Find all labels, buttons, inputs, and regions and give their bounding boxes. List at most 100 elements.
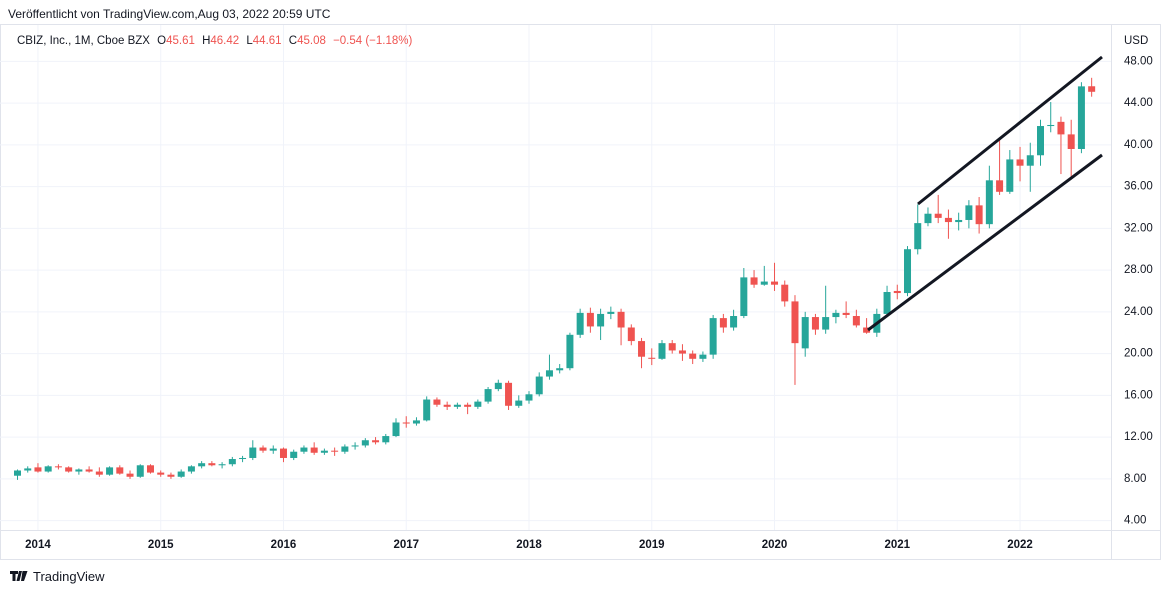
candle-body <box>218 464 226 466</box>
candle-body <box>372 440 380 443</box>
candle-body <box>75 469 83 472</box>
candle-body <box>515 400 523 406</box>
low-label: L <box>246 35 253 47</box>
candle-body <box>545 370 553 377</box>
logo <box>10 571 28 581</box>
candle-body <box>423 399 431 421</box>
candle-body <box>607 311 615 314</box>
candle-body <box>985 180 993 225</box>
candle-body <box>1047 124 1055 127</box>
candle-body <box>904 249 912 294</box>
candle-body <box>402 422 410 424</box>
candle-body <box>290 451 298 458</box>
candle-body <box>638 341 646 357</box>
candle-body <box>955 219 963 223</box>
candle-body <box>331 450 339 452</box>
candle-body <box>996 180 1004 192</box>
low-value: 44.61 <box>252 35 282 47</box>
candle-body <box>678 350 686 354</box>
trend-line-lower <box>867 153 1103 332</box>
candle-body <box>914 223 922 250</box>
candle-body <box>934 213 942 218</box>
candle-body <box>1067 134 1075 149</box>
candle-body <box>44 466 52 472</box>
candle-body <box>14 470 21 476</box>
symbol: CBIZ, Inc., 1M, Cboe BZX <box>17 35 150 47</box>
candle-body <box>494 382 502 390</box>
candle-body <box>791 301 799 344</box>
candle-body <box>136 465 144 477</box>
x-tick-label: 2018 <box>516 539 542 551</box>
open-value: 45.61 <box>166 35 195 47</box>
candle-body <box>760 281 768 285</box>
candle-body <box>658 343 666 359</box>
candle-body <box>65 467 73 472</box>
candle-body <box>811 317 819 330</box>
candle-body <box>556 368 564 371</box>
candle-body <box>392 422 400 437</box>
candle-body <box>24 468 32 471</box>
candle-body <box>924 213 932 224</box>
y-tick-label: 20.00 <box>1124 348 1153 360</box>
candle-body <box>852 316 860 326</box>
high-label: H <box>202 35 211 47</box>
x-tick-label: 2016 <box>271 539 297 551</box>
x-tick-label: 2021 <box>884 539 910 551</box>
y-tick-label: 8.00 <box>1124 473 1146 485</box>
candle-body <box>269 448 277 451</box>
frame <box>0 24 1161 560</box>
candle-body <box>453 404 461 407</box>
candle-body <box>95 471 103 475</box>
candle-body <box>157 472 165 475</box>
candle-body <box>505 382 513 406</box>
candle-body <box>228 459 236 465</box>
candle-body <box>146 465 154 473</box>
candle-body <box>412 420 420 424</box>
y-tick-label: 16.00 <box>1124 389 1153 401</box>
candle-body <box>863 327 871 333</box>
candle-body <box>566 334 574 369</box>
legend: CBIZ, Inc., 1M, Cboe BZX O45.61 H46.42 L… <box>17 35 412 47</box>
candle-body <box>975 205 983 225</box>
candle-body <box>842 312 850 315</box>
x-tick-label: 2019 <box>639 539 665 551</box>
candle-body <box>259 447 267 451</box>
candle-body <box>699 354 707 359</box>
change: −0.54 (−1.18%) <box>333 35 413 47</box>
candle-body <box>1057 121 1065 135</box>
y-tick-label: 4.00 <box>1124 515 1146 527</box>
candle-body <box>177 471 185 477</box>
candle-body <box>689 353 697 359</box>
candle-body <box>1016 159 1024 166</box>
candle-body <box>239 457 247 460</box>
candle-body <box>198 463 206 467</box>
candle-body <box>382 436 390 443</box>
candle-body <box>351 445 359 447</box>
candle-body <box>1026 155 1034 166</box>
candle-body <box>965 205 973 220</box>
y-tick-label: 24.00 <box>1124 306 1153 318</box>
candle-body <box>474 401 482 407</box>
candle-body <box>617 311 625 328</box>
candle-body <box>586 312 594 327</box>
candle-body <box>668 343 676 351</box>
candle-body <box>187 466 195 472</box>
candle-body <box>443 404 451 407</box>
candle-body <box>597 313 605 327</box>
candle-body <box>801 317 809 349</box>
candle-body <box>34 467 42 472</box>
candle-body <box>648 357 656 359</box>
candle-body <box>1088 86 1096 92</box>
y-tick-label: 40.00 <box>1124 139 1153 151</box>
y-tick-label: 36.00 <box>1124 181 1153 193</box>
x-tick-label: 2020 <box>762 539 788 551</box>
y-tick-label: 32.00 <box>1124 222 1153 234</box>
candle-body <box>750 277 758 285</box>
y-tick-label: 28.00 <box>1124 264 1153 276</box>
candle-body <box>525 394 533 401</box>
trend-line-upper <box>917 55 1103 206</box>
candle-body <box>320 450 328 453</box>
candle-body <box>883 292 891 314</box>
